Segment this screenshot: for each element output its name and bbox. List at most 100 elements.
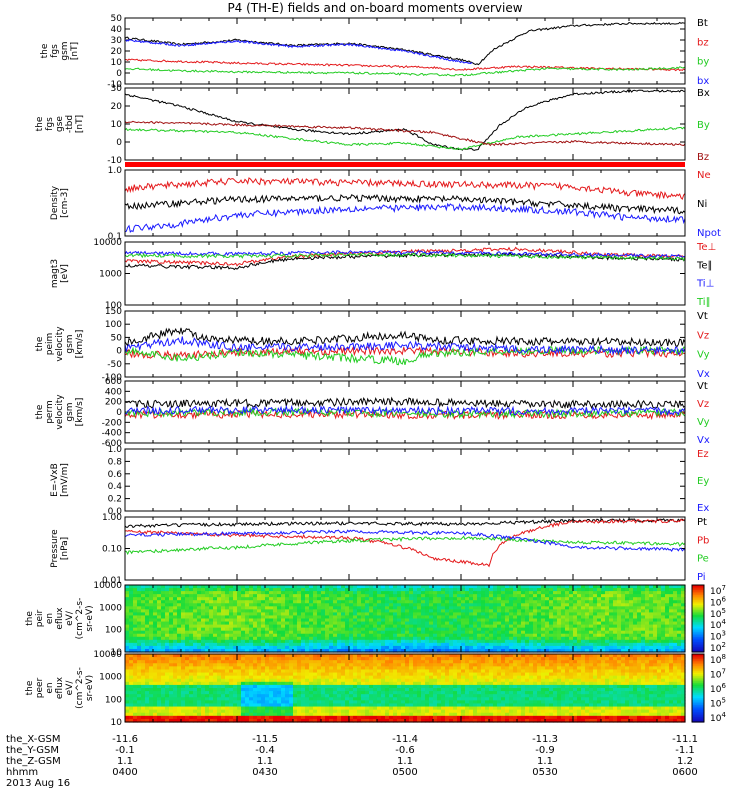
spectrogram-cell — [309, 672, 314, 677]
spectrogram-cell — [297, 600, 302, 604]
spectrogram-cell — [325, 624, 330, 629]
spectrogram-cell — [305, 594, 310, 598]
spectrogram-cell — [177, 609, 182, 614]
spectrogram-cell — [357, 606, 362, 610]
spectrogram-cell — [181, 657, 186, 661]
spectrogram-cell — [141, 642, 146, 647]
spectrogram-cell — [677, 636, 682, 641]
spectrogram-cell — [677, 594, 682, 598]
spectrogram-cell — [589, 645, 594, 650]
spectrogram-cell — [457, 633, 462, 638]
spectrogram-cell — [373, 630, 378, 635]
spectrogram-cell — [641, 585, 646, 589]
spectrogram-cell — [301, 594, 306, 598]
spectrogram-cell — [125, 669, 130, 674]
spectrogram-cell — [177, 588, 182, 592]
spectrogram-cell — [649, 639, 654, 644]
spectrogram-cell — [209, 666, 214, 671]
spectrogram-cell — [157, 712, 162, 717]
spectrogram-cell — [249, 630, 254, 635]
spectrogram-cell — [645, 630, 650, 635]
spectrogram-cell — [525, 630, 530, 635]
spectrogram-cell — [149, 603, 154, 607]
spectrogram-cell — [385, 645, 390, 650]
spectrogram-cell — [381, 585, 386, 589]
spectrogram-cell — [521, 636, 526, 641]
spectrogram-cell — [381, 603, 386, 607]
spectrogram-cell — [361, 591, 366, 595]
spectrogram-cell — [217, 624, 222, 629]
spectrogram-cell — [669, 618, 674, 623]
spectrogram-cell — [269, 678, 274, 683]
spectrogram-cell — [213, 706, 218, 711]
spectrogram-cell — [333, 594, 338, 598]
spectrogram-cell — [549, 600, 554, 604]
spectrogram-cell — [333, 715, 338, 720]
spectrogram-cell — [217, 591, 222, 595]
spectrogram-cell — [621, 636, 626, 641]
spectrogram-cell — [345, 688, 350, 692]
spectrogram-cell — [401, 585, 406, 589]
spectrogram-cell — [645, 645, 650, 650]
spectrogram-cell — [561, 594, 566, 598]
spectrogram-cell — [461, 597, 466, 601]
spectrogram-cell — [169, 597, 174, 601]
spectrogram-cell — [261, 645, 266, 650]
spectrogram-cell — [297, 706, 302, 711]
spectrogram-cell — [345, 630, 350, 635]
spectrogram-cell — [493, 588, 498, 592]
spectrogram-cell — [185, 672, 190, 677]
spectrogram-cell — [165, 715, 170, 720]
spectrogram-cell — [677, 621, 682, 626]
spectrogram-cell — [629, 615, 634, 620]
spectrogram-cell — [549, 603, 554, 607]
colorbar-segment — [692, 630, 704, 633]
spectrogram-cell — [225, 660, 230, 664]
spectrogram-cell — [153, 603, 158, 607]
spectrogram-cell — [225, 615, 230, 620]
spectrogram-cell — [125, 627, 130, 632]
spectrogram-cell — [125, 678, 130, 683]
spectrogram-cell — [361, 645, 366, 650]
spectrogram-cell — [217, 672, 222, 677]
spectrogram-cell — [221, 675, 226, 680]
spectrogram-cell — [237, 612, 242, 617]
spectrogram-cell — [321, 675, 326, 680]
spectrogram-cell — [209, 612, 214, 617]
spectrogram-cell — [253, 712, 258, 717]
spectrogram-cell — [573, 636, 578, 641]
spectrogram-cell — [137, 627, 142, 632]
spectrogram-cell — [177, 681, 182, 686]
spectrogram-cell — [365, 612, 370, 617]
spectrogram-cell — [613, 624, 618, 629]
spectrogram-cell — [465, 594, 470, 598]
spectrogram-cell — [145, 627, 150, 632]
spectrogram-cell — [341, 642, 346, 647]
spectrogram-cell — [385, 633, 390, 638]
spectrogram-cell — [193, 712, 198, 717]
spectrogram-cell — [217, 688, 222, 692]
spectrogram-cell — [229, 697, 234, 701]
spectrogram-cell — [141, 672, 146, 677]
spectrogram-cell — [329, 660, 334, 664]
spectrogram-cell — [421, 594, 426, 598]
spectrogram-cell — [517, 603, 522, 607]
spectrogram-cell — [673, 618, 678, 623]
spectrogram-cell — [225, 588, 230, 592]
spectrogram-cell — [285, 600, 290, 604]
spectrogram-cell — [257, 694, 262, 698]
spectrogram-cell — [313, 627, 318, 632]
spectrogram-cell — [225, 666, 230, 671]
spectrogram-cell — [269, 654, 274, 658]
spectrogram-cell — [269, 636, 274, 641]
spectrogram-cell — [213, 709, 218, 714]
spectrogram-cell — [297, 618, 302, 623]
panel-ylabel: (cm^2-s- — [75, 598, 85, 640]
spectrogram-cell — [153, 703, 158, 708]
spectrogram-cell — [625, 648, 630, 653]
spectrogram-cell — [317, 684, 322, 689]
spectrogram-cell — [325, 678, 330, 683]
spectrogram-cell — [485, 636, 490, 641]
spectrogram-cell — [385, 600, 390, 604]
spectrogram-cell — [289, 672, 294, 677]
